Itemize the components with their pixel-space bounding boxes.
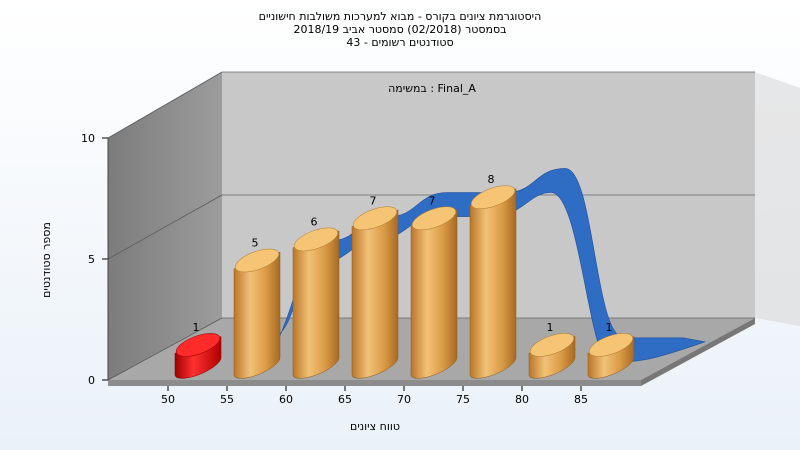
bar-body [292,230,340,379]
bar-cap [234,248,280,273]
bar-value-label: 6 [311,215,318,228]
bar-cap [529,333,575,357]
bar-value-label: 8 [488,173,495,186]
bar: 1 [528,321,576,379]
bar: 1 [174,321,222,379]
bar-cap [411,206,457,231]
gridline-left [107,317,223,381]
x-tick-label: 80 [515,393,529,406]
x-tick-label: 65 [338,393,352,406]
x-tick-label: 75 [456,393,470,406]
x-tick-label: 60 [279,393,293,406]
y-tick-label: 0 [88,374,95,387]
x-tick-label: 55 [220,393,234,406]
bar-body [410,209,458,379]
bar: 5 [233,237,281,379]
x-tick-label: 85 [574,393,588,406]
chart-title-line-3: סטודנטים רשומים - 43 [346,36,454,49]
bar-cap [588,333,634,357]
y-tick-label: 10 [81,132,95,145]
bars: 1 5 6 7 7 8 1 1 [174,173,635,379]
chart-title-line-1: היסטוגרמת ציונים בקורס - מבוא למערכות מש… [258,10,542,23]
bar-cap [175,333,221,357]
bar: 7 [410,194,458,379]
left-wall [108,72,222,380]
bar-body [233,251,281,379]
bar-value-label: 7 [429,194,436,207]
right-floor-edge [641,318,755,386]
bar: 1 [587,321,635,379]
floor-edge [108,380,641,386]
bar-value-label: 1 [547,321,554,334]
x-tick-label: 70 [397,393,411,406]
bar-cap [470,185,516,210]
bar-cap [352,206,398,231]
bar: 8 [469,173,517,379]
bar-cap [293,227,339,252]
y-axis-label: מספר סטודנטים [40,222,53,298]
bar-value-label: 1 [606,321,613,334]
panel-label: במשימה : Final_A [388,82,476,95]
x-tick-label: 50 [161,393,175,406]
chart-title-line-2: בסמסטר (02/2018) סמסטר אביב 2018/19 [293,23,507,36]
x-axis-label: טווח ציונים [350,420,400,433]
bar: 6 [292,215,340,379]
right-side-wall [755,72,800,326]
bar-value-label: 7 [370,194,377,207]
bar-value-label: 1 [193,321,200,334]
gridline-left [107,71,223,139]
bar: 7 [351,194,399,379]
bar-body [469,188,517,379]
gridline-left [107,194,223,260]
y-tick-label: 5 [88,253,95,266]
bar-body [351,209,399,379]
bar-value-label: 5 [252,237,259,250]
